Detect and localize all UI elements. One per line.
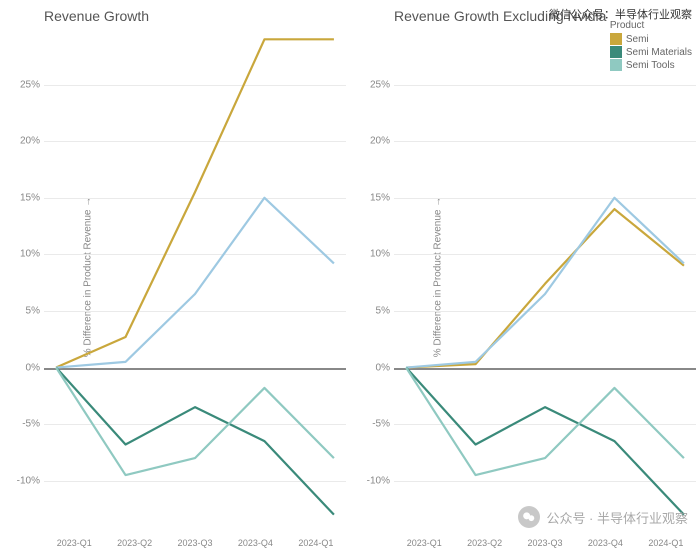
y-tick: 5% bbox=[26, 305, 40, 316]
y-axis: -10% -5% 0% 5% 10% 15% 20% 25% bbox=[10, 28, 44, 526]
chart-lines-left bbox=[44, 28, 346, 526]
y-tick: 10% bbox=[370, 249, 390, 260]
legend-swatch bbox=[610, 59, 622, 71]
y-tick: -5% bbox=[22, 419, 40, 430]
series-line bbox=[406, 368, 684, 476]
series-line bbox=[406, 209, 684, 367]
legend-label: Semi bbox=[626, 34, 649, 45]
x-tick: 2023-Q4 bbox=[225, 538, 285, 548]
y-axis: -10% -5% 0% 5% 10% 15% 20% 25% bbox=[360, 28, 394, 526]
x-tick: 2023-Q3 bbox=[165, 538, 225, 548]
legend-label: Semi Materials bbox=[626, 47, 692, 58]
y-tick: 0% bbox=[376, 362, 390, 373]
legend: Product SemiSemi MaterialsSemi Tools bbox=[608, 18, 694, 74]
x-tick: 2023-Q2 bbox=[454, 538, 514, 548]
series-line bbox=[56, 368, 334, 515]
panel-title: Revenue Growth bbox=[44, 8, 346, 24]
legend-swatch bbox=[610, 33, 622, 45]
watermark-bottom-text: 公众号 · 半导体行业观察 bbox=[546, 508, 688, 527]
x-tick: 2023-Q1 bbox=[394, 538, 454, 548]
x-tick: 2024-Q1 bbox=[286, 538, 346, 548]
y-tick: 10% bbox=[20, 249, 40, 260]
x-axis: 2023-Q12023-Q22023-Q32023-Q42024-Q1 bbox=[394, 538, 696, 548]
y-tick: 15% bbox=[370, 192, 390, 203]
right-panel: Revenue Growth Excluding Nvidia % Differ… bbox=[350, 0, 700, 560]
watermark-bottom: 公众号 · 半导体行业观察 bbox=[518, 506, 688, 528]
y-tick: 15% bbox=[20, 192, 40, 203]
chart-container: Revenue Growth % Difference in Product R… bbox=[0, 0, 700, 560]
left-panel: Revenue Growth % Difference in Product R… bbox=[0, 0, 350, 560]
series-line bbox=[56, 39, 334, 367]
x-axis: 2023-Q12023-Q22023-Q32023-Q42024-Q1 bbox=[44, 538, 346, 548]
wechat-icon bbox=[518, 506, 540, 528]
x-tick: 2023-Q3 bbox=[515, 538, 575, 548]
plot-area-left: % Difference in Product Revenue → -10%-5… bbox=[44, 28, 346, 526]
watermark-top: 微信公众号：半导体行业观察 bbox=[549, 6, 692, 22]
x-tick: 2023-Q4 bbox=[575, 538, 635, 548]
y-tick: 0% bbox=[26, 362, 40, 373]
legend-item: Semi bbox=[610, 33, 692, 45]
legend-item: Semi Materials bbox=[610, 46, 692, 58]
y-tick: 20% bbox=[20, 136, 40, 147]
legend-label: Semi Tools bbox=[626, 60, 675, 71]
y-tick: 25% bbox=[20, 79, 40, 90]
y-tick: -5% bbox=[372, 419, 390, 430]
series-line bbox=[56, 368, 334, 476]
plot-area-right: % Difference in Product Revenue → -10%-5… bbox=[394, 28, 696, 526]
x-tick: 2023-Q1 bbox=[44, 538, 104, 548]
chart-lines-right bbox=[394, 28, 696, 526]
x-tick: 2023-Q2 bbox=[104, 538, 164, 548]
y-tick: -10% bbox=[367, 475, 390, 486]
series-line bbox=[406, 368, 684, 515]
series-line bbox=[56, 198, 334, 368]
y-tick: 20% bbox=[370, 136, 390, 147]
y-tick: -10% bbox=[17, 475, 40, 486]
y-tick: 25% bbox=[370, 79, 390, 90]
legend-item: Semi Tools bbox=[610, 59, 692, 71]
x-tick: 2024-Q1 bbox=[636, 538, 696, 548]
y-tick: 5% bbox=[376, 305, 390, 316]
legend-swatch bbox=[610, 46, 622, 58]
